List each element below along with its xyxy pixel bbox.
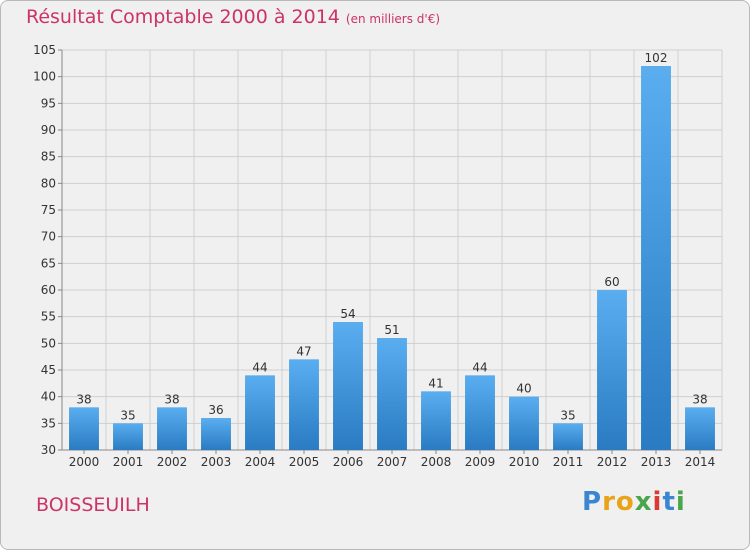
value-label: 38 — [164, 392, 179, 406]
x-tick-label: 2007 — [377, 455, 408, 469]
logo-letter: t — [662, 487, 676, 517]
bar-2008 — [421, 391, 451, 450]
bar-2011 — [553, 423, 583, 450]
x-tick-label: 2003 — [201, 455, 232, 469]
y-tick-label: 90 — [41, 123, 56, 137]
y-tick-label: 95 — [41, 96, 56, 110]
x-tick-label: 2006 — [333, 455, 364, 469]
value-label: 102 — [645, 51, 668, 65]
bar-2014 — [685, 407, 715, 450]
bars — [69, 66, 715, 450]
y-tick-label: 55 — [41, 310, 56, 324]
bar-2000 — [69, 407, 99, 450]
value-label: 51 — [384, 323, 399, 337]
y-tick-label: 85 — [41, 150, 56, 164]
x-tick-label: 2010 — [509, 455, 540, 469]
x-tick-label: 2014 — [685, 455, 716, 469]
value-label: 60 — [604, 275, 619, 289]
y-tick-label: 40 — [41, 390, 56, 404]
logo-letter: i — [652, 487, 663, 517]
bar-2010 — [509, 396, 539, 450]
x-tick-label: 2002 — [157, 455, 188, 469]
bar-2013 — [641, 66, 671, 450]
logo-letter: x — [634, 487, 653, 517]
y-tick-label: 45 — [41, 363, 56, 377]
x-tick-label: 2011 — [553, 455, 584, 469]
chart-unit: (en milliers d'€) — [345, 12, 441, 26]
value-label: 38 — [692, 392, 707, 406]
bar-2009 — [465, 375, 495, 450]
value-label: 47 — [296, 344, 311, 358]
bar-2005 — [289, 359, 319, 450]
logo-letter: o — [615, 487, 635, 517]
logo-letter: r — [602, 487, 616, 517]
y-tick-label: 65 — [41, 256, 56, 270]
y-tick-label: 30 — [41, 443, 56, 457]
place-name: BOISSEUILH — [36, 494, 150, 516]
x-tick-label: 2009 — [465, 455, 496, 469]
y-tick-label: 100 — [33, 70, 56, 84]
x-tick-label: 2012 — [597, 455, 628, 469]
logo-letter: i — [675, 487, 686, 517]
value-label: 41 — [428, 376, 443, 390]
bar-2003 — [201, 418, 231, 450]
logo-letter: P — [582, 487, 603, 517]
value-label: 38 — [76, 392, 91, 406]
y-tick-label: 105 — [33, 43, 56, 57]
bar-2007 — [377, 338, 407, 450]
x-tick-label: 2001 — [113, 455, 144, 469]
x-tick-label: 2004 — [245, 455, 276, 469]
value-label: 44 — [472, 360, 487, 374]
bar-2006 — [333, 322, 363, 450]
y-tick-label: 50 — [41, 336, 56, 350]
value-label: 35 — [560, 408, 575, 422]
labels: 30 35 40 45 50 55 60 65 70 75 80 85 90 95 100 105 38 2000… — [33, 43, 715, 469]
y-tick-label: 35 — [41, 416, 56, 430]
chart-title: Résultat Comptable 2000 à 2014 (en millie… — [26, 6, 440, 28]
bar-2004 — [245, 375, 275, 450]
x-tick-label: 2008 — [421, 455, 452, 469]
proxiti-logo: Proxiti — [582, 487, 686, 517]
value-label: 40 — [516, 382, 531, 396]
value-label: 54 — [340, 307, 355, 321]
x-tick-label: 2005 — [289, 455, 320, 469]
value-label: 44 — [252, 360, 267, 374]
chart-title-text: Résultat Comptable 2000 à 2014 — [26, 6, 340, 28]
value-label: 36 — [208, 403, 223, 417]
x-tick-label: 2013 — [641, 455, 672, 469]
y-tick-label: 60 — [41, 283, 56, 297]
x-tick-label: 2000 — [69, 455, 100, 469]
y-tick-label: 75 — [41, 203, 56, 217]
bar-2002 — [157, 407, 187, 450]
bar-2012 — [597, 290, 627, 450]
bar-2001 — [113, 423, 143, 450]
y-tick-label: 70 — [41, 230, 56, 244]
value-label: 35 — [120, 408, 135, 422]
y-tick-label: 80 — [41, 176, 56, 190]
